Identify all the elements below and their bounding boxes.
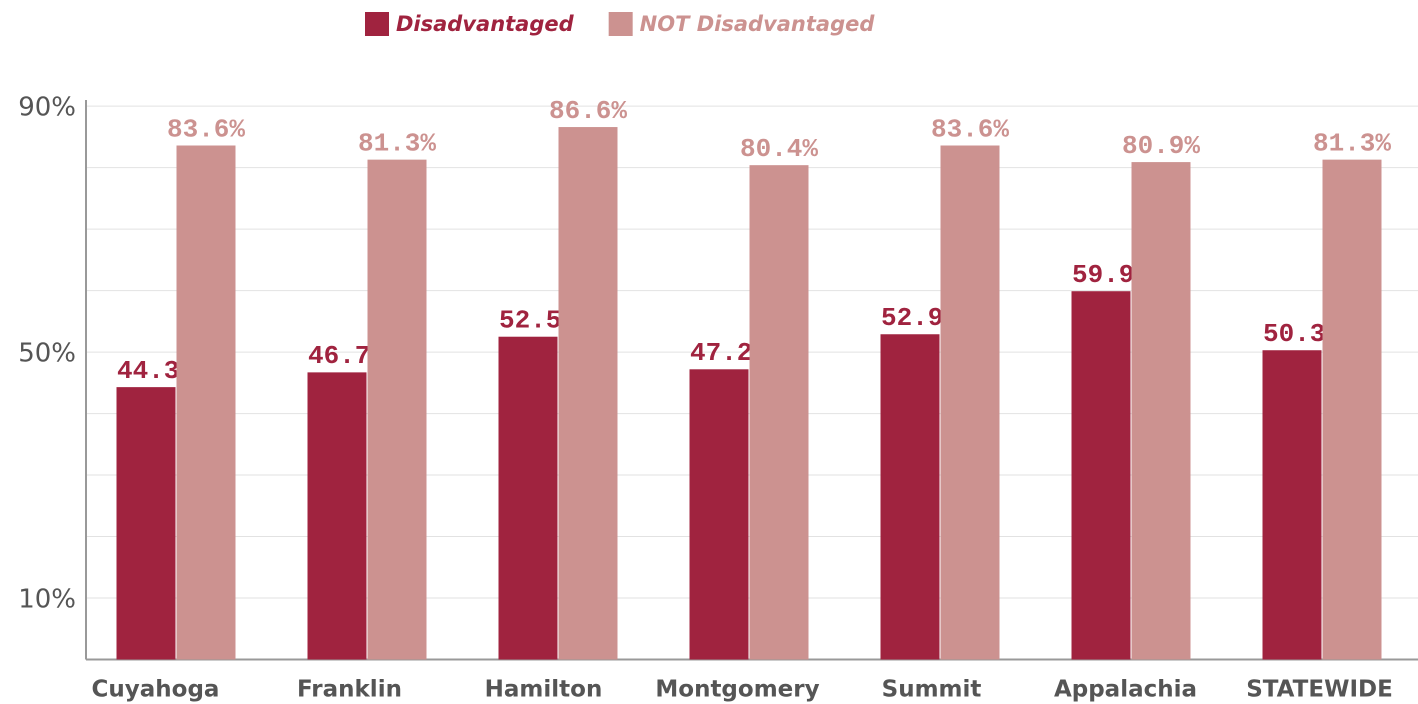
data-label: 80.4%: [740, 134, 818, 164]
x-tick-label: STATEWIDE: [1246, 677, 1393, 703]
bar: [176, 145, 236, 660]
bar: [689, 369, 749, 660]
data-label: 83.6%: [167, 114, 245, 144]
bar: [116, 387, 176, 660]
y-tick-label: 90%: [18, 93, 76, 123]
bar: [558, 127, 618, 660]
y-tick-label: 50%: [18, 339, 76, 369]
x-tick-label: Cuyahoga: [92, 677, 220, 703]
bar: [498, 336, 558, 660]
data-label: 86.6%: [549, 96, 627, 126]
bar: [749, 165, 809, 660]
x-tick-label: Montgomery: [655, 677, 819, 703]
data-label: 80.9%: [1122, 131, 1200, 161]
data-label: 83.6%: [931, 114, 1009, 144]
bar: [307, 372, 367, 660]
bar: [367, 159, 427, 660]
bar: [1131, 162, 1191, 660]
legend-swatch: [365, 12, 389, 36]
legend-swatch: [608, 12, 633, 36]
bar: [1322, 159, 1382, 660]
x-tick-label: Hamilton: [485, 677, 603, 703]
x-tick-label: Franklin: [297, 677, 402, 703]
bar: [940, 145, 1000, 660]
y-tick-label: 10%: [18, 585, 76, 615]
bar: [1071, 291, 1131, 660]
legend-label: Disadvantaged: [396, 12, 575, 36]
bar: [1262, 350, 1322, 660]
bar: [880, 334, 940, 660]
x-tick-label: Summit: [882, 677, 982, 703]
data-label: 81.3%: [1313, 129, 1391, 159]
x-tick-label: Appalachia: [1054, 677, 1197, 703]
legend-label: NOT Disadvantaged: [640, 12, 876, 36]
data-label: 81.3%: [358, 129, 436, 159]
